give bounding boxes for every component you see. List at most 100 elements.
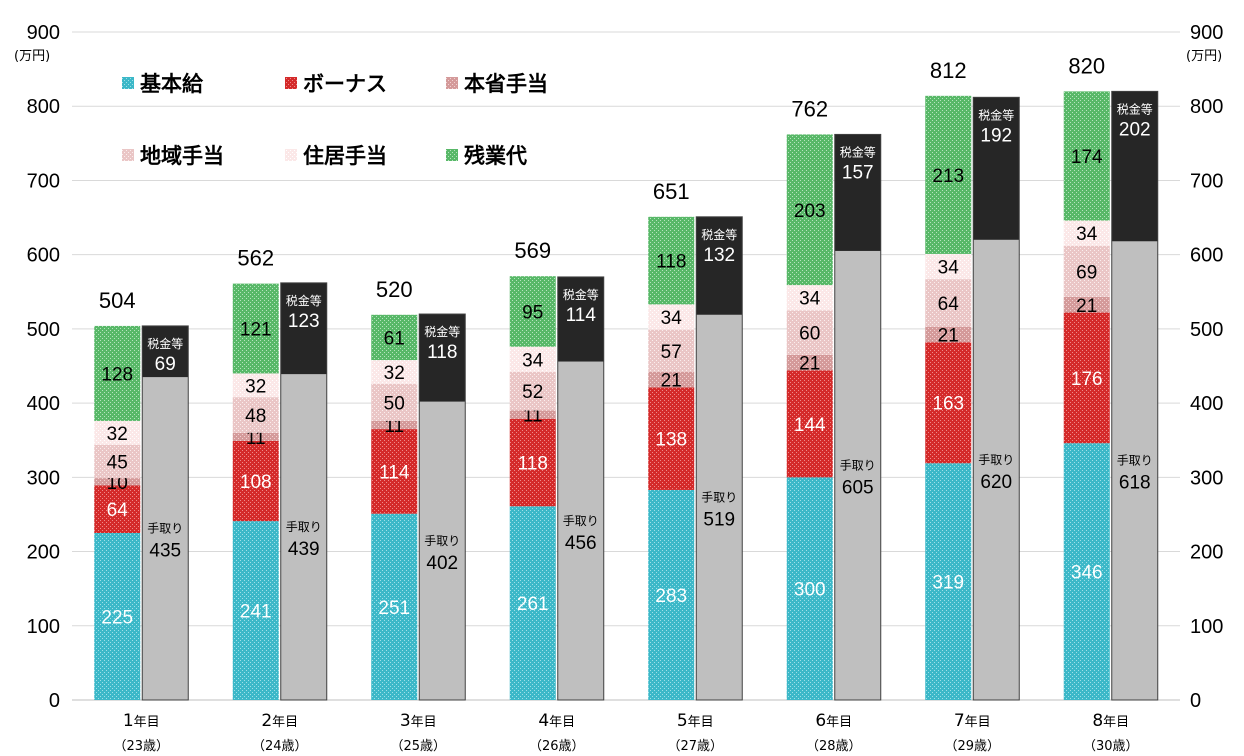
legend-label-ボーナス: ボーナス — [303, 72, 387, 96]
total-label-7: 812 — [930, 58, 967, 83]
category-label-7: 7年目 — [954, 711, 991, 731]
bar-基本給-8 — [1063, 443, 1110, 700]
label-残業代-5: 118 — [656, 252, 686, 273]
label-基本給-8: 346 — [1071, 563, 1103, 584]
bar-net-outline-5 — [695, 216, 743, 701]
category-label-8: 8年目 — [1092, 711, 1129, 731]
net-value-7: 620 — [980, 472, 1012, 493]
bar-基本給-1 — [94, 533, 141, 700]
bar-net-outline-1 — [141, 325, 189, 701]
tax-name-1: 税金等 — [147, 336, 183, 351]
bar-地域手当-1 — [94, 444, 141, 479]
bar-net-4 — [557, 361, 604, 700]
bar-ボーナス-8 — [1063, 312, 1110, 444]
net-name-5: 手取り — [701, 490, 737, 504]
category-label-3: 3年目 — [400, 711, 437, 731]
legend-label-基本給: 基本給 — [140, 72, 204, 96]
category-age-6: （28歳） — [806, 739, 862, 754]
net-name-1: 手取り — [147, 522, 183, 536]
y-tick-left-600: 600 — [27, 245, 60, 267]
y-tick-left-300: 300 — [27, 467, 60, 489]
bar-基本給-4 — [509, 506, 556, 700]
label-本省手当-5: 21 — [661, 371, 682, 392]
net-value-8: 618 — [1119, 473, 1151, 494]
bar-地域手当-2 — [232, 397, 279, 433]
y-tick-left-800: 800 — [27, 96, 60, 118]
label-地域手当-7: 64 — [938, 294, 960, 315]
bar-net-outline-6 — [834, 133, 882, 701]
bar-住居手当-4 — [509, 346, 556, 372]
tax-value-6: 157 — [842, 162, 874, 183]
bar-住居手当-8 — [1063, 220, 1110, 246]
bar-住居手当-1 — [94, 420, 141, 445]
bar-本省手当-5 — [648, 371, 695, 388]
bar-tax-4 — [557, 276, 604, 362]
category-age-1: （23歳） — [113, 739, 169, 754]
bar-tax-8 — [1111, 91, 1158, 242]
y-tick-right-800: 800 — [1190, 96, 1223, 118]
label-ボーナス-1: 64 — [107, 500, 129, 521]
bar-tax-7 — [973, 97, 1020, 240]
bar-net-3 — [419, 401, 466, 700]
tax-name-7: 税金等 — [978, 107, 1014, 122]
net-name-7: 手取り — [978, 453, 1014, 467]
tax-value-1: 69 — [155, 354, 176, 375]
bar-net-outline-3 — [418, 313, 466, 701]
net-value-6: 605 — [842, 477, 874, 498]
label-ボーナス-4: 118 — [518, 453, 548, 474]
tax-name-5: 税金等 — [701, 227, 737, 242]
tax-value-2: 123 — [288, 311, 320, 332]
y-tick-right-300: 300 — [1190, 467, 1223, 489]
label-基本給-7: 319 — [932, 573, 964, 594]
y-tick-right-100: 100 — [1190, 616, 1223, 638]
label-地域手当-5: 57 — [661, 342, 682, 363]
tax-value-3: 118 — [427, 342, 457, 363]
label-残業代-6: 203 — [794, 201, 826, 222]
legend-label-残業代: 残業代 — [464, 144, 527, 168]
label-基本給-4: 261 — [517, 594, 549, 615]
legend-label-住居手当: 住居手当 — [303, 144, 387, 168]
bar-net-7 — [973, 239, 1020, 701]
bar-残業代-4 — [509, 276, 556, 347]
label-基本給-3: 251 — [378, 598, 410, 619]
bar-本省手当-3 — [371, 420, 418, 430]
y-unit-right: (万円) — [1186, 49, 1222, 64]
y-tick-right-200: 200 — [1190, 542, 1223, 564]
y-tick-left-200: 200 — [27, 542, 60, 564]
tax-value-8: 202 — [1119, 119, 1151, 140]
net-value-2: 439 — [288, 539, 320, 560]
label-残業代-7: 213 — [932, 166, 964, 187]
total-label-6: 762 — [791, 96, 828, 121]
bar-住居手当-6 — [786, 285, 833, 311]
bar-ボーナス-4 — [509, 418, 556, 507]
legend-label-地域手当: 地域手当 — [140, 144, 224, 168]
bar-残業代-2 — [232, 283, 279, 374]
label-基本給-1: 225 — [101, 608, 133, 629]
category-label-1: 1年目 — [123, 711, 160, 731]
bar-tax-3 — [419, 314, 466, 402]
bar-地域手当-6 — [786, 310, 833, 355]
tax-name-6: 税金等 — [840, 144, 876, 159]
category-age-8: （30歳） — [1083, 739, 1139, 754]
bar-残業代-3 — [371, 314, 418, 361]
label-本省手当-7: 21 — [938, 325, 959, 346]
bar-net-5 — [696, 314, 743, 700]
category-label-2: 2年目 — [261, 711, 298, 731]
bar-住居手当-2 — [232, 373, 279, 398]
legend-swatch-地域手当 — [122, 149, 134, 161]
net-value-4: 456 — [565, 533, 597, 554]
bar-net-outline-7 — [972, 96, 1020, 701]
category-age-7: （29歳） — [944, 739, 1000, 754]
label-残業代-3: 61 — [384, 328, 405, 349]
total-label-2: 562 — [237, 246, 274, 271]
label-住居手当-3: 32 — [384, 363, 405, 384]
net-name-8: 手取り — [1117, 454, 1153, 468]
legend-swatch-本省手当 — [446, 77, 458, 89]
bar-残業代-1 — [94, 325, 141, 421]
label-残業代-2: 121 — [240, 320, 272, 341]
label-地域手当-8: 69 — [1076, 262, 1097, 283]
